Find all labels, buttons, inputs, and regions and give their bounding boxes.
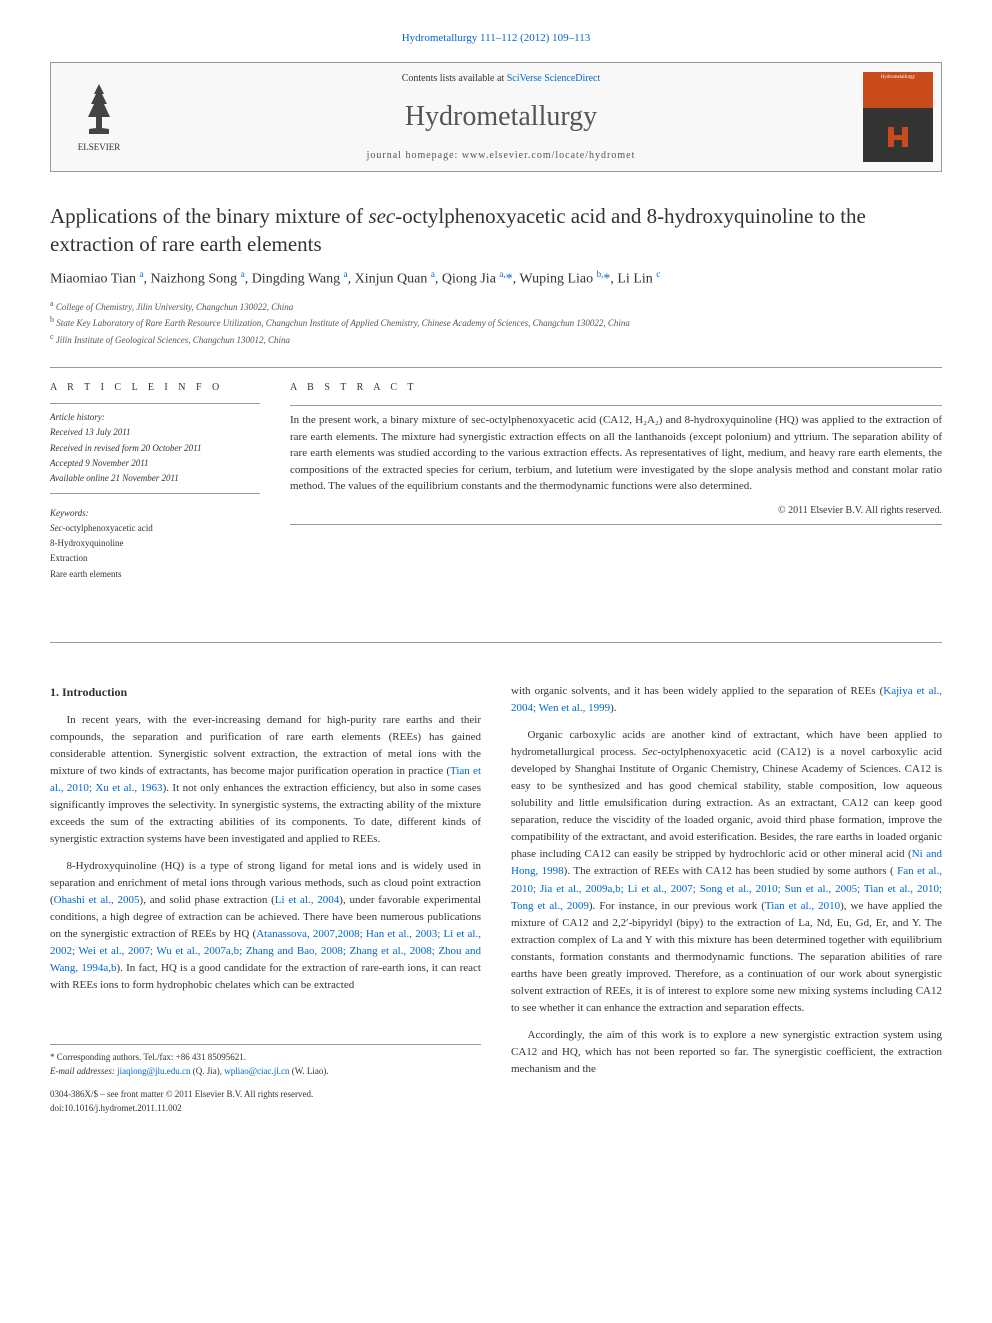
sciencedirect-link[interactable]: SciVerse ScienceDirect <box>507 73 601 84</box>
history-revised: Received in revised form 20 October 2011 <box>50 441 260 456</box>
elsevier-logo: ELSEVIER <box>59 72 139 162</box>
article-info-heading: A R T I C L E I N F O <box>50 380 260 395</box>
rule-abstract <box>290 405 942 406</box>
front-matter-line: 0304-386X/$ – see front matter © 2011 El… <box>50 1088 481 1102</box>
journal-header: ELSEVIER Contents lists available at Sci… <box>50 62 942 172</box>
authors-line: Miaomiao Tian a, Naizhong Song a, Dingdi… <box>50 268 942 290</box>
corr-authors-line: * Corresponding authors. Tel./fax: +86 4… <box>50 1051 481 1065</box>
title-prefix: Applications of the binary mixture of <box>50 204 368 228</box>
email-2[interactable]: wpliao@ciac.jl.cn <box>224 1066 289 1076</box>
title-ital: sec <box>368 204 395 228</box>
abstract: A B S T R A C T In the present work, a b… <box>290 380 942 582</box>
bottom-info: 0304-386X/$ – see front matter © 2011 El… <box>50 1088 481 1116</box>
rule-abstract-bottom <box>290 524 942 525</box>
affiliation-line: c Jilin Institute of Geological Sciences… <box>50 331 942 347</box>
keyword-item: Rare earth elements <box>50 567 260 582</box>
rule-body-top <box>50 642 942 643</box>
journal-name: Hydrometallurgy <box>139 96 863 138</box>
affiliations-block: a College of Chemistry, Jilin University… <box>50 298 942 347</box>
keywords-head: Keywords: <box>50 506 260 521</box>
article-info: A R T I C L E I N F O Article history: R… <box>50 380 260 582</box>
keyword-item: 8-Hydroxyquinoline <box>50 536 260 551</box>
keywords-list: Sec-octylphenoxyacetic acid8-Hydroxyquin… <box>50 521 260 582</box>
ref-link[interactable]: Fan et al., 2010; Jia et al., 2009a,b; L… <box>511 865 942 911</box>
ref-link[interactable]: Ohashi et al., 2005 <box>54 894 140 906</box>
journal-ref-link[interactable]: Hydrometallurgy 111–112 (2012) 109–113 <box>50 30 942 47</box>
journal-homepage: journal homepage: www.elsevier.com/locat… <box>139 148 863 163</box>
doi-line: doi:10.1016/j.hydromet.2011.11.002 <box>50 1102 481 1116</box>
cover-label: Hydrometallurgy <box>865 74 931 82</box>
body-para: 8-Hydroxyquinoline (HQ) is a type of str… <box>50 858 481 994</box>
email-2-aff: (W. Liao). <box>289 1066 328 1076</box>
body-para: Accordingly, the aim of this work is to … <box>511 1027 942 1078</box>
cover-h-icon <box>883 122 913 152</box>
ref-link[interactable]: Tian et al., 2010; Xu et al., 1963 <box>50 765 481 794</box>
history-accepted: Accepted 9 November 2011 <box>50 456 260 471</box>
ref-link[interactable]: Li et al., 2004 <box>275 894 339 906</box>
contents-prefix: Contents lists available at <box>402 73 507 84</box>
history-head: Article history: <box>50 410 260 425</box>
body-para: with organic solvents, and it has been w… <box>511 683 942 717</box>
ref-link[interactable]: Atanassova, 2007,2008; Han et al., 2003;… <box>50 928 481 974</box>
affiliation-line: b State Key Laboratory of Rare Earth Res… <box>50 314 942 330</box>
body-para: Organic carboxylic acids are another kin… <box>511 727 942 1017</box>
keyword-item: Sec-octylphenoxyacetic acid <box>50 521 260 536</box>
rule-top <box>50 367 942 368</box>
ref-link[interactable]: Kajiya et al., 2004; Wen et al., 1999 <box>511 685 942 714</box>
rule-info-2 <box>50 493 260 494</box>
info-abstract-row: A R T I C L E I N F O Article history: R… <box>50 380 942 582</box>
right-paras: with organic solvents, and it has been w… <box>511 683 942 1078</box>
section-1-head: 1. Introduction <box>50 683 481 702</box>
elsevier-tree-icon <box>74 79 124 139</box>
email-1[interactable]: jiaqiong@jlu.edu.cn <box>117 1066 190 1076</box>
left-column: 1. Introduction In recent years, with th… <box>50 683 481 1116</box>
abstract-heading: A B S T R A C T <box>290 380 942 395</box>
email-label: E-mail addresses: <box>50 1066 115 1076</box>
elsevier-label: ELSEVIER <box>78 141 121 155</box>
abstract-text: In the present work, a binary mixture of… <box>290 412 942 495</box>
keywords: Keywords: Sec-octylphenoxyacetic acid8-H… <box>50 506 260 582</box>
affiliation-line: a College of Chemistry, Jilin University… <box>50 298 942 314</box>
ref-link[interactable]: Tian et al., 2010 <box>765 900 840 912</box>
article-history: Article history: Received 13 July 2011 R… <box>50 410 260 486</box>
article-title: Applications of the binary mixture of se… <box>50 202 942 259</box>
header-middle: Contents lists available at SciVerse Sci… <box>139 71 863 163</box>
ref-link[interactable]: Ni and Hong, 1998 <box>511 848 942 877</box>
left-paras: In recent years, with the ever-increasin… <box>50 712 481 995</box>
right-column: with organic solvents, and it has been w… <box>511 683 942 1116</box>
body-para: In recent years, with the ever-increasin… <box>50 712 481 848</box>
journal-ref-anchor[interactable]: Hydrometallurgy 111–112 (2012) 109–113 <box>402 32 591 44</box>
body-columns: 1. Introduction In recent years, with th… <box>50 683 942 1116</box>
keyword-item: Extraction <box>50 551 260 566</box>
contents-line: Contents lists available at SciVerse Sci… <box>139 71 863 86</box>
history-online: Available online 21 November 2011 <box>50 471 260 486</box>
email-1-aff: (Q. Jia), <box>190 1066 224 1076</box>
email-line: E-mail addresses: jiaqiong@jlu.edu.cn (Q… <box>50 1065 481 1079</box>
corr-footer: * Corresponding authors. Tel./fax: +86 4… <box>50 1044 481 1078</box>
abstract-copyright: © 2011 Elsevier B.V. All rights reserved… <box>290 503 942 518</box>
rule-info-1 <box>50 403 260 404</box>
history-received: Received 13 July 2011 <box>50 425 260 440</box>
journal-cover-thumb: Hydrometallurgy <box>863 72 933 162</box>
